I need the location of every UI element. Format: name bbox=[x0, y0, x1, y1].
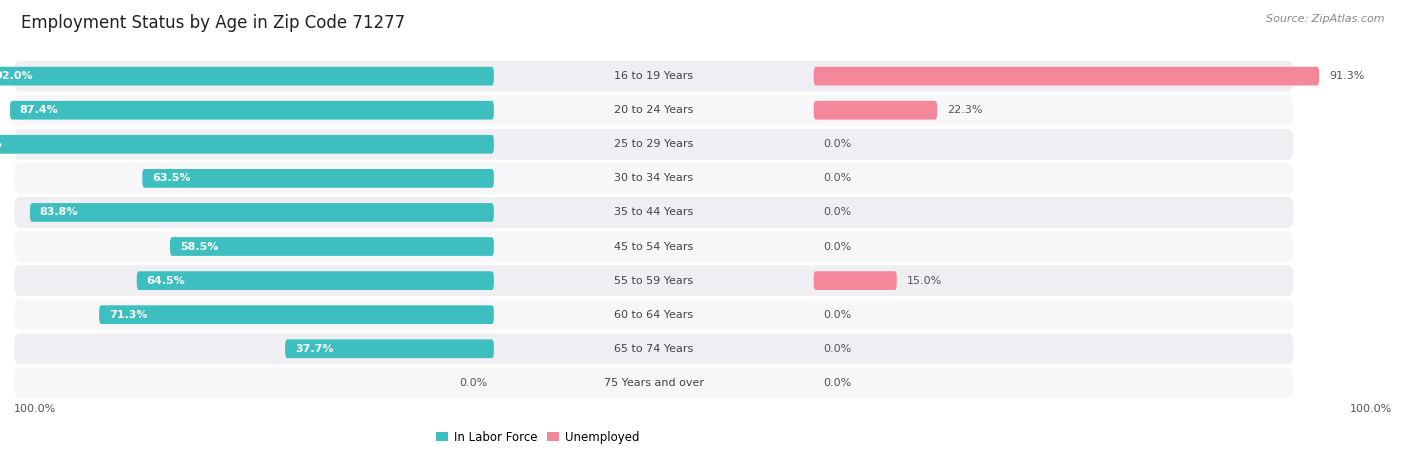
Text: 35 to 44 Years: 35 to 44 Years bbox=[614, 207, 693, 217]
FancyBboxPatch shape bbox=[14, 368, 1294, 398]
Text: 0.0%: 0.0% bbox=[824, 173, 852, 184]
Text: 22.3%: 22.3% bbox=[948, 105, 983, 115]
Text: 92.0%: 92.0% bbox=[0, 71, 32, 81]
Text: 75 Years and over: 75 Years and over bbox=[603, 378, 704, 388]
FancyBboxPatch shape bbox=[0, 67, 494, 86]
Text: 0.0%: 0.0% bbox=[460, 378, 488, 388]
Text: 91.3%: 91.3% bbox=[1329, 71, 1364, 81]
Text: 30 to 34 Years: 30 to 34 Years bbox=[614, 173, 693, 184]
FancyBboxPatch shape bbox=[14, 163, 1294, 194]
FancyBboxPatch shape bbox=[0, 135, 494, 154]
FancyBboxPatch shape bbox=[170, 237, 494, 256]
Text: 65 to 74 Years: 65 to 74 Years bbox=[614, 344, 693, 354]
FancyBboxPatch shape bbox=[10, 101, 494, 120]
Text: Employment Status by Age in Zip Code 71277: Employment Status by Age in Zip Code 712… bbox=[21, 14, 405, 32]
FancyBboxPatch shape bbox=[814, 101, 938, 120]
FancyBboxPatch shape bbox=[14, 333, 1294, 364]
Text: 0.0%: 0.0% bbox=[824, 378, 852, 388]
FancyBboxPatch shape bbox=[136, 271, 494, 290]
Text: 0.0%: 0.0% bbox=[824, 140, 852, 149]
FancyBboxPatch shape bbox=[814, 67, 1319, 86]
Text: 97.6%: 97.6% bbox=[0, 140, 3, 149]
FancyBboxPatch shape bbox=[14, 299, 1294, 330]
FancyBboxPatch shape bbox=[142, 169, 494, 188]
FancyBboxPatch shape bbox=[30, 203, 494, 222]
Text: 16 to 19 Years: 16 to 19 Years bbox=[614, 71, 693, 81]
FancyBboxPatch shape bbox=[814, 271, 897, 290]
Text: 0.0%: 0.0% bbox=[824, 242, 852, 252]
FancyBboxPatch shape bbox=[14, 129, 1294, 160]
Text: 60 to 64 Years: 60 to 64 Years bbox=[614, 310, 693, 320]
Text: 100.0%: 100.0% bbox=[14, 404, 56, 414]
Text: 25 to 29 Years: 25 to 29 Years bbox=[614, 140, 693, 149]
Text: 63.5%: 63.5% bbox=[152, 173, 191, 184]
Text: 100.0%: 100.0% bbox=[1350, 404, 1392, 414]
Text: 0.0%: 0.0% bbox=[824, 344, 852, 354]
Text: 55 to 59 Years: 55 to 59 Years bbox=[614, 275, 693, 286]
Text: 15.0%: 15.0% bbox=[907, 275, 942, 286]
Text: 87.4%: 87.4% bbox=[20, 105, 59, 115]
Text: 20 to 24 Years: 20 to 24 Years bbox=[614, 105, 693, 115]
FancyBboxPatch shape bbox=[285, 339, 494, 358]
FancyBboxPatch shape bbox=[100, 305, 494, 324]
Text: 45 to 54 Years: 45 to 54 Years bbox=[614, 242, 693, 252]
Text: 83.8%: 83.8% bbox=[39, 207, 79, 217]
FancyBboxPatch shape bbox=[14, 61, 1294, 91]
Text: 0.0%: 0.0% bbox=[824, 207, 852, 217]
FancyBboxPatch shape bbox=[14, 197, 1294, 228]
FancyBboxPatch shape bbox=[14, 231, 1294, 262]
Text: 37.7%: 37.7% bbox=[295, 344, 333, 354]
FancyBboxPatch shape bbox=[14, 266, 1294, 296]
Text: 64.5%: 64.5% bbox=[146, 275, 186, 286]
Text: 71.3%: 71.3% bbox=[110, 310, 148, 320]
Legend: In Labor Force, Unemployed: In Labor Force, Unemployed bbox=[432, 426, 644, 448]
FancyBboxPatch shape bbox=[14, 95, 1294, 126]
Text: 0.0%: 0.0% bbox=[824, 310, 852, 320]
Text: Source: ZipAtlas.com: Source: ZipAtlas.com bbox=[1267, 14, 1385, 23]
Text: 58.5%: 58.5% bbox=[180, 242, 218, 252]
